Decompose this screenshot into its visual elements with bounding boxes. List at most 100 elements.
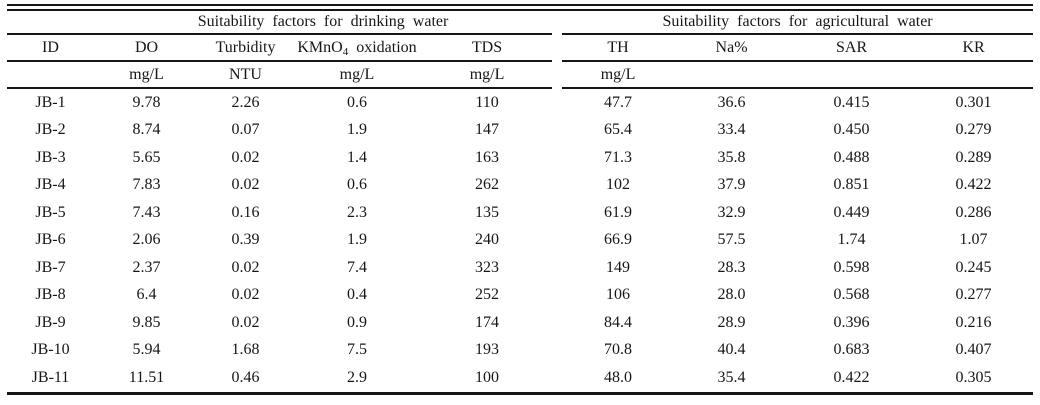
- cell-value: 5.65: [132, 148, 161, 166]
- section-gap: [552, 144, 562, 172]
- col-header-th: TH: [562, 34, 675, 62]
- col-header-turbidity: Turbidity: [199, 34, 292, 62]
- section-gap: [552, 309, 562, 337]
- cell-value: 240: [475, 231, 500, 249]
- cell-value: 7.43: [132, 203, 161, 221]
- col-header-tds: TDS: [422, 34, 553, 62]
- cell-value: 11.51: [128, 368, 165, 386]
- unit-id-blank: [7, 61, 94, 89]
- group-header-agricultural: Suitability factors for agricultural wat…: [562, 11, 1034, 35]
- table-row: JB-6 2.06 0.39 1.9 240 66.9 57.5 1.74 1.07: [7, 227, 1033, 255]
- column-header-row: ID DO Turbidity KMnO4 oxidation TDS TH N…: [7, 34, 1034, 62]
- cell-value: 0.6: [347, 176, 367, 194]
- cell-value: 7.4: [347, 258, 367, 276]
- table-row: JB-8 6.4 0.02 0.4 252 106 28.0 0.568 0.277: [7, 282, 1033, 310]
- kmno4-oxidation-label: oxidation: [348, 38, 417, 56]
- cell-value: 100: [475, 368, 500, 386]
- cell-value: 323: [475, 258, 500, 276]
- cell-value: 36.6: [717, 93, 746, 111]
- cell-value: 1.9: [347, 121, 367, 139]
- unit-turbidity: NTU: [199, 61, 292, 89]
- table-row: JB-1 9.78 2.26 0.6 110 47.7 36.6 0.415 0.301: [7, 88, 1033, 117]
- cell-value: 0.422: [955, 176, 992, 194]
- cell-value: 110: [475, 93, 499, 111]
- units-row: mg/L NTU mg/L mg/L mg/L: [7, 61, 1034, 89]
- cell-value: 102: [606, 176, 631, 194]
- cell-value: 0.683: [833, 341, 870, 359]
- cell-value: 40.4: [717, 341, 746, 359]
- cell-sample-id: JB-6: [35, 231, 66, 249]
- cell-value: 1.68: [231, 341, 260, 359]
- cell-value: 0.245: [955, 258, 992, 276]
- col-header-na-pct: Na%: [674, 34, 790, 62]
- cell-value: 147: [475, 121, 500, 139]
- cell-value: 7.83: [132, 176, 161, 194]
- section-gap: [552, 172, 562, 200]
- cell-sample-id: JB-11: [31, 368, 70, 386]
- cell-value: 2.9: [347, 368, 367, 386]
- cell-value: 0.396: [833, 313, 870, 331]
- water-suitability-table: Suitability factors for drinking water S…: [7, 4, 1034, 395]
- cell-value: 193: [475, 341, 500, 359]
- kmno4-subscript: 4: [342, 45, 349, 58]
- cell-value: 70.8: [604, 341, 633, 359]
- cell-value: 0.07: [231, 121, 260, 139]
- cell-value: 8.74: [132, 121, 161, 139]
- cell-value: 7.5: [347, 341, 367, 359]
- cell-value: 32.9: [717, 203, 746, 221]
- cell-value: 1.9: [347, 231, 367, 249]
- cell-value: 65.4: [604, 121, 633, 139]
- cell-value: 28.9: [717, 313, 746, 331]
- cell-value: 0.277: [955, 286, 992, 304]
- cell-value: 0.449: [833, 203, 870, 221]
- table-bottom-rule: [7, 391, 1033, 395]
- cell-value: 0.598: [833, 258, 870, 276]
- section-gap: [552, 364, 562, 392]
- cell-value: 2.26: [231, 93, 260, 111]
- cell-value: 0.02: [231, 313, 260, 331]
- cell-value: 0.279: [955, 121, 992, 139]
- cell-value: 0.305: [955, 368, 992, 386]
- section-gap: [552, 88, 562, 117]
- cell-value: 0.16: [231, 203, 260, 221]
- group-header-row: Suitability factors for drinking water S…: [7, 11, 1034, 35]
- table-top-double-rule: [7, 4, 1033, 11]
- cell-value: 28.0: [717, 286, 746, 304]
- unit-tds: mg/L: [422, 61, 553, 89]
- cell-value: 35.4: [717, 368, 746, 386]
- section-gap: [552, 337, 562, 365]
- cell-value: 48.0: [604, 368, 633, 386]
- unit-do: mg/L: [94, 61, 199, 89]
- cell-value: 0.46: [231, 368, 260, 386]
- section-gap: [552, 61, 562, 88]
- cell-value: 6.4: [136, 286, 157, 304]
- kmno4-formula: KMnO: [297, 38, 343, 56]
- cell-sample-id: JB-5: [35, 203, 66, 221]
- table-row: JB-4 7.83 0.02 0.6 262 102 37.9 0.851 0.422: [7, 172, 1033, 200]
- cell-value: 174: [475, 313, 500, 331]
- cell-value: 0.851: [833, 176, 870, 194]
- cell-value: 1.07: [959, 231, 988, 249]
- cell-value: 0.407: [955, 341, 992, 359]
- cell-value: 0.39: [231, 231, 260, 249]
- cell-value: 1.74: [837, 231, 866, 249]
- cell-value: 262: [475, 176, 500, 194]
- cell-value: 9.85: [132, 313, 161, 331]
- cell-sample-id: JB-4: [35, 176, 66, 194]
- cell-sample-id: JB-2: [35, 121, 66, 139]
- cell-value: 61.9: [604, 203, 633, 221]
- cell-value: 33.4: [717, 121, 746, 139]
- cell-value: 252: [475, 286, 500, 304]
- section-gap: [552, 227, 562, 255]
- cell-value: 0.286: [955, 203, 992, 221]
- cell-sample-id: JB-8: [35, 286, 66, 304]
- cell-value: 37.9: [717, 176, 746, 194]
- col-header-id: ID: [7, 34, 94, 62]
- cell-sample-id: JB-1: [35, 93, 66, 111]
- cell-value: 0.415: [833, 93, 870, 111]
- cell-value: 2.37: [132, 258, 161, 276]
- cell-value: 0.02: [231, 176, 260, 194]
- cell-value: 0.301: [955, 93, 992, 111]
- col-header-do: DO: [94, 34, 199, 62]
- table-row: JB-10 5.94 1.68 7.5 193 70.8 40.4 0.683 0.407: [7, 337, 1033, 365]
